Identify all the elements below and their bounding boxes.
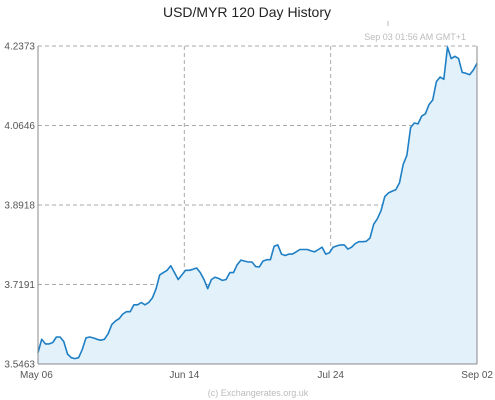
plot-area: [37, 46, 478, 364]
y-tick-label: 3.8918: [4, 201, 35, 212]
axes: [37, 46, 478, 365]
x-axis-ticks: May 06 Jun 14 Jul 24 Sep 02: [20, 370, 493, 381]
y-tick-label: 3.7191: [4, 280, 35, 291]
x-tick-label: May 06: [20, 370, 53, 381]
x-tick-label: Sep 02: [461, 370, 493, 381]
y-tick-label: 3.5463: [4, 360, 35, 371]
series-line: [37, 46, 478, 360]
credit-label: (c) Exchangerates.org.uk: [208, 388, 309, 398]
y-tick-label: 4.0646: [4, 121, 35, 132]
timestamp-label: Sep 03 01:56 AM GMT+1: [364, 32, 466, 42]
series-area: [38, 47, 477, 364]
x-tick-label: Jul 24: [317, 370, 344, 381]
y-tick-label: 4.2373: [4, 42, 35, 53]
x-tick-label: Jun 14: [169, 370, 199, 381]
chart-title: USD/MYR 120 Day History: [163, 4, 331, 20]
y-axis-ticks: 4.2373 4.0646 3.8918 3.7191 3.5463: [4, 42, 35, 371]
